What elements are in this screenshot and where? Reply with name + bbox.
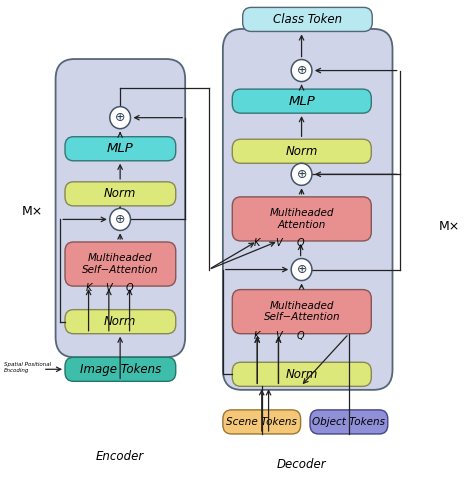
FancyBboxPatch shape — [65, 357, 176, 382]
Text: Q: Q — [126, 283, 133, 293]
Text: Norm: Norm — [104, 315, 137, 328]
Text: MLP: MLP — [107, 142, 134, 155]
Text: V: V — [275, 331, 282, 341]
Circle shape — [291, 259, 312, 281]
Text: Spatial Positional
Encoding: Spatial Positional Encoding — [4, 362, 51, 372]
Text: Multiheaded
Self−Attention: Multiheaded Self−Attention — [82, 253, 159, 275]
Text: Multiheaded
Self−Attention: Multiheaded Self−Attention — [264, 301, 340, 323]
Text: $\oplus$: $\oplus$ — [115, 111, 126, 124]
FancyBboxPatch shape — [232, 139, 371, 163]
Text: Norm: Norm — [286, 145, 318, 158]
Text: Decoder: Decoder — [277, 458, 327, 471]
Circle shape — [291, 59, 312, 82]
Circle shape — [110, 107, 130, 129]
Text: V: V — [106, 283, 112, 293]
FancyBboxPatch shape — [232, 362, 371, 387]
Text: Q: Q — [297, 238, 304, 248]
FancyBboxPatch shape — [65, 137, 176, 161]
Circle shape — [110, 208, 130, 230]
FancyBboxPatch shape — [65, 182, 176, 206]
Text: $\oplus$: $\oplus$ — [296, 263, 307, 276]
FancyBboxPatch shape — [223, 29, 392, 390]
Text: $\oplus$: $\oplus$ — [296, 64, 307, 77]
Text: Object Tokens: Object Tokens — [312, 417, 385, 427]
FancyBboxPatch shape — [310, 410, 388, 434]
FancyBboxPatch shape — [232, 290, 371, 334]
FancyBboxPatch shape — [223, 410, 301, 434]
FancyBboxPatch shape — [243, 8, 372, 31]
Text: Image Tokens: Image Tokens — [80, 363, 161, 376]
Text: Class Token: Class Token — [273, 13, 342, 26]
Text: $\oplus$: $\oplus$ — [115, 213, 126, 226]
Circle shape — [291, 163, 312, 185]
Text: V: V — [275, 238, 282, 248]
FancyBboxPatch shape — [55, 59, 185, 357]
Text: M×: M× — [438, 220, 460, 233]
Text: Q: Q — [297, 331, 304, 341]
Text: Norm: Norm — [286, 368, 318, 381]
Text: $\oplus$: $\oplus$ — [296, 168, 307, 181]
Text: K: K — [254, 331, 260, 341]
Text: Multiheaded
Attention: Multiheaded Attention — [270, 208, 334, 230]
FancyBboxPatch shape — [232, 197, 371, 241]
Text: M×: M× — [21, 206, 43, 218]
Text: Encoder: Encoder — [96, 450, 144, 463]
Text: K: K — [85, 283, 92, 293]
Text: MLP: MLP — [288, 95, 315, 108]
FancyBboxPatch shape — [232, 89, 371, 113]
FancyBboxPatch shape — [65, 242, 176, 286]
Text: Scene Tokens: Scene Tokens — [226, 417, 297, 427]
Text: Norm: Norm — [104, 187, 137, 201]
FancyBboxPatch shape — [65, 309, 176, 334]
Text: K: K — [254, 238, 260, 248]
